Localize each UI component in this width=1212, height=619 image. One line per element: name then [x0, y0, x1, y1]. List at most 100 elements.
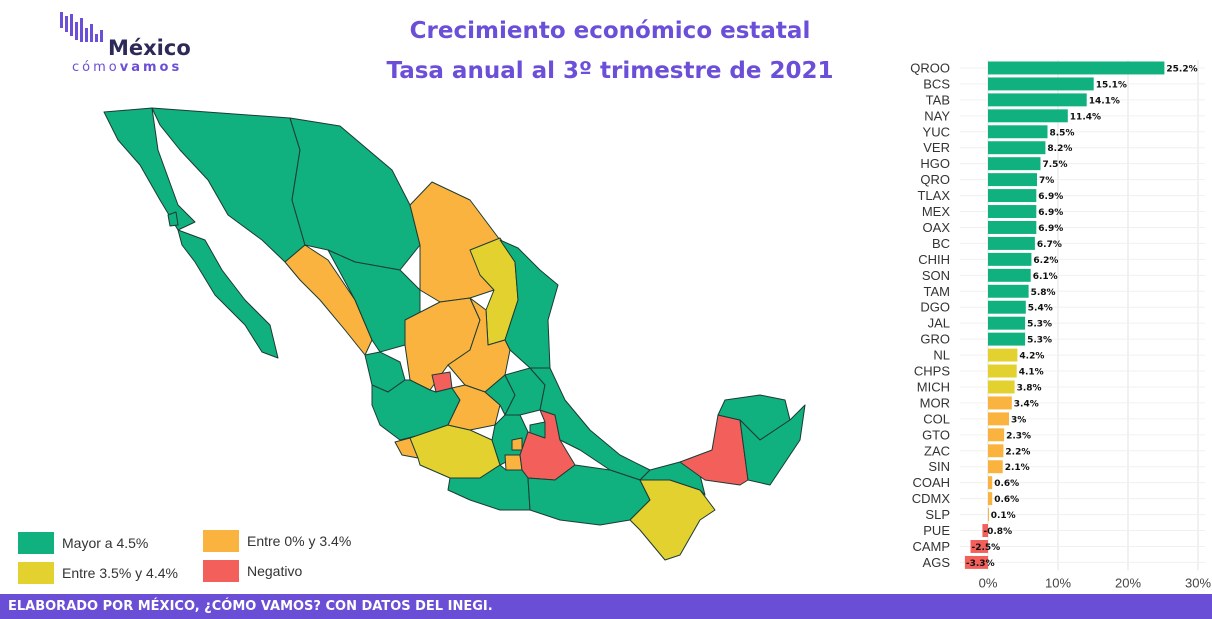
bar-coah — [988, 476, 993, 490]
map-state-qroo — [739, 404, 806, 486]
legend-label: Entre 0% y 3.4% — [247, 533, 352, 549]
value-label: 6.9% — [1038, 224, 1063, 234]
x-tick-label: 10% — [1045, 575, 1071, 590]
bar-gro — [988, 332, 1026, 346]
category-label: MEX — [922, 204, 951, 219]
value-label: 6.9% — [1038, 192, 1063, 202]
category-label: SIN — [928, 459, 950, 474]
logo-sub-light: cómo — [72, 60, 120, 75]
category-label: NAY — [924, 108, 950, 123]
category-label: CHIH — [918, 252, 950, 267]
map-state-bc — [103, 107, 196, 231]
bar-sin — [988, 460, 1003, 474]
bar-col — [988, 412, 1009, 426]
category-label: HGO — [920, 156, 950, 171]
category-label: YUC — [923, 124, 950, 139]
value-label: 2.2% — [1005, 447, 1030, 457]
legend-swatch-green — [18, 532, 54, 554]
category-label: TLAX — [917, 188, 950, 203]
value-label: 3% — [1011, 415, 1026, 425]
category-label: TAB — [926, 92, 950, 107]
legend-label: Mayor a 4.5% — [62, 535, 149, 551]
value-label: 5.4% — [1028, 304, 1053, 314]
bar-tab — [988, 93, 1087, 107]
bar-dgo — [988, 300, 1026, 314]
map-state-sin — [284, 244, 373, 356]
bar-son — [988, 268, 1031, 282]
value-label: -2.5% — [972, 543, 1001, 553]
logo-sub-bold: vamos — [119, 60, 183, 75]
value-label: 7% — [1039, 176, 1054, 186]
bar-nay — [988, 109, 1068, 123]
value-label: 3.8% — [1017, 383, 1042, 393]
category-label: MOR — [920, 395, 950, 410]
category-label: SON — [922, 268, 950, 283]
state-growth-bar-chart: 0% 10% 20% 30% QROO 25.2% BCS 15.1% TAB 14.1% NAY 1… — [910, 60, 1211, 590]
bar-hgo — [988, 157, 1041, 171]
value-label: 25.2% — [1166, 64, 1197, 74]
value-label: 8.5% — [1050, 128, 1075, 138]
bar-qro — [988, 173, 1037, 187]
bar-mich — [988, 380, 1015, 394]
bar-oax — [988, 221, 1037, 234]
value-label: 2.1% — [1005, 463, 1030, 473]
value-label: 5.3% — [1027, 336, 1052, 346]
legend-item-entre-0-3: Entre 0% y 3.4% — [203, 530, 351, 552]
mexico-como-vamos-logo: México cómovamos — [58, 10, 208, 75]
chart-title: Crecimiento económico estatal — [409, 18, 811, 44]
category-label: MICH — [917, 379, 950, 394]
legend-swatch-yellow — [18, 562, 54, 584]
legend-item-mayor: Mayor a 4.5% — [18, 532, 148, 554]
value-label: 6.2% — [1033, 256, 1058, 266]
category-label: GRO — [920, 332, 950, 347]
value-label: 6.7% — [1037, 240, 1062, 250]
bar-nl — [988, 348, 1018, 362]
value-label: 15.1% — [1096, 80, 1127, 90]
value-label: 2.3% — [1006, 431, 1031, 441]
value-label: 0.6% — [994, 495, 1019, 505]
category-label: PUE — [923, 523, 950, 538]
legend-label: Entre 3.5% y 4.4% — [62, 565, 178, 581]
map-state-coah — [409, 181, 501, 303]
category-label: CAMP — [912, 539, 950, 554]
bar-mor — [988, 396, 1012, 410]
category-label: CHPS — [914, 364, 950, 379]
chart-subtitle: Tasa anual al 3º trimestre de 2021 — [386, 58, 834, 84]
value-label: 0.1% — [991, 511, 1016, 521]
value-label: 6.1% — [1033, 272, 1058, 282]
bar-bc — [988, 236, 1035, 250]
bar-ver — [988, 141, 1046, 155]
x-tick-label: 30% — [1185, 575, 1211, 590]
legend-swatch-orange — [203, 530, 239, 552]
x-tick-label: 20% — [1115, 575, 1141, 590]
bar-qroo — [988, 61, 1165, 75]
bar-slp — [988, 508, 989, 522]
bar-mex — [988, 205, 1037, 218]
legend-item-negativo: Negativo — [203, 560, 302, 582]
bar-gto — [988, 428, 1005, 442]
value-label: 5.8% — [1031, 288, 1056, 298]
category-label: SLP — [925, 507, 950, 522]
category-label: QROO — [910, 60, 950, 75]
mexico-states-map — [103, 107, 806, 561]
category-label: QRO — [920, 172, 950, 187]
value-label: 8.2% — [1047, 144, 1072, 154]
category-label: NL — [933, 348, 950, 363]
bar-bcs — [988, 77, 1094, 91]
category-label: TAM — [924, 284, 950, 299]
value-label: 3.4% — [1014, 399, 1039, 409]
logo-subtitle: cómovamos — [72, 60, 182, 75]
bar-yuc — [988, 125, 1048, 139]
bar-camp — [970, 540, 988, 553]
bar-jal — [988, 316, 1026, 330]
category-label: JAL — [928, 316, 950, 331]
category-label: DGO — [920, 300, 950, 315]
category-label: COAH — [912, 475, 950, 490]
category-label: OAX — [923, 220, 951, 235]
legend-label: Negativo — [247, 563, 303, 579]
legend-swatch-red — [203, 560, 239, 582]
bar-pue — [982, 524, 988, 537]
value-label: 7.5% — [1043, 160, 1068, 170]
x-tick-label: 0% — [979, 575, 998, 590]
bar-chps — [988, 364, 1017, 378]
